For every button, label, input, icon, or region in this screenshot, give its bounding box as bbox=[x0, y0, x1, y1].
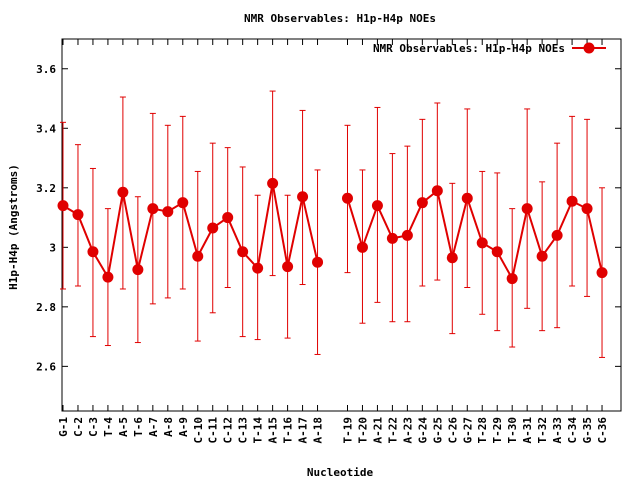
data-point bbox=[252, 262, 264, 274]
data-point bbox=[207, 222, 219, 234]
data-point bbox=[177, 197, 189, 209]
data-point bbox=[521, 203, 533, 215]
x-tick-label: A-8 bbox=[162, 417, 175, 437]
data-point bbox=[222, 212, 234, 224]
legend-marker bbox=[583, 42, 595, 54]
data-point bbox=[476, 237, 488, 249]
data-point bbox=[386, 232, 398, 244]
plot-frame bbox=[61, 38, 622, 412]
data-point-group bbox=[57, 177, 608, 285]
data-point bbox=[162, 206, 174, 218]
x-axis-title: Nucleotide bbox=[307, 466, 374, 479]
x-tick-label: A-7 bbox=[147, 417, 160, 437]
y-tick-label: 2.6 bbox=[36, 360, 56, 373]
data-point bbox=[192, 250, 204, 262]
x-tick-label: G-1 bbox=[57, 417, 70, 437]
x-tick-label: T-28 bbox=[476, 417, 489, 444]
data-point bbox=[416, 197, 428, 209]
x-tick-label: T-6 bbox=[132, 417, 145, 437]
data-point bbox=[581, 203, 593, 215]
x-tick-label: T-30 bbox=[506, 417, 519, 444]
data-point bbox=[147, 203, 159, 215]
data-point bbox=[282, 261, 294, 273]
x-tick-label: C-13 bbox=[237, 417, 250, 444]
x-tick-label: G-27 bbox=[461, 417, 474, 444]
x-tick-label: A-9 bbox=[177, 417, 190, 437]
data-point bbox=[401, 229, 413, 241]
y-tick-label: 3.2 bbox=[36, 182, 56, 195]
data-point bbox=[491, 246, 503, 258]
y-axis-title: H1p-H4p (Angstroms) bbox=[7, 164, 20, 290]
data-point bbox=[536, 250, 548, 262]
x-tick-label: C-3 bbox=[87, 417, 100, 437]
x-tick-label: C-26 bbox=[446, 417, 459, 444]
x-tick-label: G-24 bbox=[416, 417, 429, 444]
data-point bbox=[431, 185, 443, 197]
x-tick-label: T-22 bbox=[386, 417, 399, 444]
x-tick-label: G-25 bbox=[431, 417, 444, 444]
data-point bbox=[102, 271, 114, 283]
x-tick-label: A-33 bbox=[551, 417, 564, 444]
x-tick-label: A-17 bbox=[297, 417, 310, 444]
x-tick-label: G-35 bbox=[581, 417, 594, 444]
data-point bbox=[551, 229, 563, 241]
data-point bbox=[312, 256, 324, 268]
data-point bbox=[371, 200, 383, 212]
x-tick-label: A-23 bbox=[401, 417, 414, 444]
x-tick-label: T-16 bbox=[282, 417, 295, 444]
x-tick-label: C-12 bbox=[222, 417, 235, 444]
legend-label: NMR Observables: H1p-H4p NOEs bbox=[373, 42, 565, 55]
y-tick-label: 3.4 bbox=[36, 122, 56, 135]
x-tick-label: C-10 bbox=[192, 417, 205, 444]
chart-title: NMR Observables: H1p-H4p NOEs bbox=[244, 12, 436, 25]
data-point bbox=[356, 241, 368, 253]
data-point bbox=[267, 177, 279, 189]
x-tick-label: T-20 bbox=[356, 417, 369, 444]
series-line bbox=[62, 183, 319, 280]
x-tick-label: C-34 bbox=[566, 417, 579, 444]
series-line bbox=[346, 188, 604, 282]
x-tick-label: C-2 bbox=[72, 417, 85, 437]
data-point bbox=[461, 192, 473, 204]
data-point bbox=[566, 195, 578, 207]
y-tick-label: 3.6 bbox=[36, 63, 56, 76]
data-point bbox=[117, 186, 129, 198]
x-tick-label: A-31 bbox=[521, 417, 534, 444]
data-point bbox=[596, 267, 608, 279]
x-tick-label: A-15 bbox=[267, 417, 280, 444]
x-tick-label: T-14 bbox=[252, 417, 265, 444]
data-point bbox=[132, 264, 144, 276]
data-point bbox=[297, 191, 309, 203]
x-tick-label: A-18 bbox=[312, 417, 325, 444]
data-point bbox=[446, 252, 458, 264]
x-tick-label: A-5 bbox=[117, 417, 130, 437]
data-point bbox=[72, 209, 84, 221]
x-tick-label: T-4 bbox=[102, 417, 115, 437]
data-point bbox=[87, 246, 99, 258]
x-tick-label: A-21 bbox=[371, 417, 384, 444]
x-tick-label: C-11 bbox=[207, 417, 220, 444]
y-tick-label: 3 bbox=[49, 241, 56, 254]
x-tick-label: T-19 bbox=[341, 417, 354, 444]
data-point bbox=[506, 273, 518, 285]
series-line-group bbox=[62, 183, 604, 282]
data-point bbox=[57, 200, 69, 212]
data-point bbox=[237, 246, 249, 258]
legend: NMR Observables: H1p-H4p NOEs bbox=[373, 42, 606, 55]
data-point bbox=[341, 192, 353, 204]
tick-group: 2.6 2.8 3 3.2 3.4 3.6 G-1 C-2 C-3 T-4 A-5 T-6 A-7 A-8… bbox=[36, 39, 621, 444]
y-tick-label: 2.8 bbox=[36, 301, 56, 314]
x-tick-label: C-36 bbox=[596, 417, 609, 444]
x-tick-label: T-32 bbox=[536, 417, 549, 444]
x-tick-label: T-29 bbox=[491, 417, 504, 444]
